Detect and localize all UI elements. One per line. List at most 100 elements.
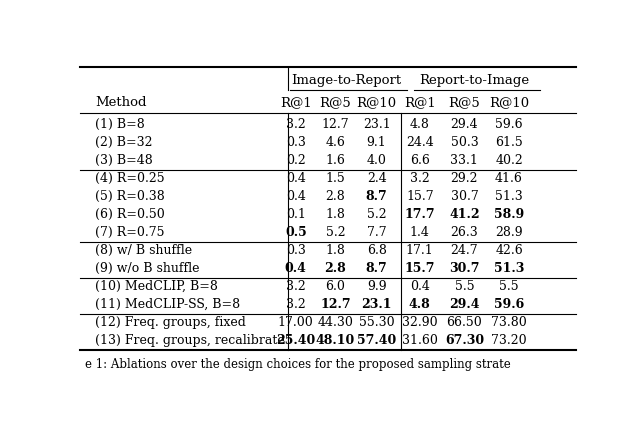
Text: 2.8: 2.8 [324, 262, 346, 275]
Text: (8) w/ B shuffle: (8) w/ B shuffle [95, 244, 192, 257]
Text: 17.7: 17.7 [404, 208, 435, 221]
Text: 9.1: 9.1 [367, 136, 387, 149]
Text: 12.7: 12.7 [320, 298, 351, 311]
Text: 3.2: 3.2 [410, 172, 429, 185]
Text: 1.5: 1.5 [326, 172, 346, 185]
Text: 57.40: 57.40 [357, 334, 396, 347]
Text: 67.30: 67.30 [445, 334, 484, 347]
Text: 24.7: 24.7 [451, 244, 478, 257]
Text: 26.3: 26.3 [451, 226, 478, 239]
Text: 4.6: 4.6 [326, 136, 346, 149]
Text: (9) w/o B shuffle: (9) w/o B shuffle [95, 262, 200, 275]
Text: (7) R=0.75: (7) R=0.75 [95, 226, 164, 239]
Text: 61.5: 61.5 [495, 136, 523, 149]
Text: 3.2: 3.2 [286, 280, 306, 293]
Text: 8.7: 8.7 [365, 262, 387, 275]
Text: 58.9: 58.9 [494, 208, 524, 221]
Text: 3.2: 3.2 [286, 298, 306, 311]
Text: 5.5: 5.5 [499, 280, 519, 293]
Text: 41.2: 41.2 [449, 208, 480, 221]
Text: (4) R=0.25: (4) R=0.25 [95, 172, 164, 185]
Text: 0.3: 0.3 [286, 244, 306, 257]
Text: 51.3: 51.3 [495, 190, 523, 203]
Text: 59.6: 59.6 [495, 118, 523, 131]
Text: 29.4: 29.4 [451, 118, 478, 131]
Text: 41.6: 41.6 [495, 172, 523, 185]
Text: R@5: R@5 [319, 97, 351, 110]
Text: (6) R=0.50: (6) R=0.50 [95, 208, 164, 221]
Text: (11) MedCLIP-SS, B=8: (11) MedCLIP-SS, B=8 [95, 298, 240, 311]
Text: (13) Freq. groups, recalibrate: (13) Freq. groups, recalibrate [95, 334, 285, 347]
Text: 4.0: 4.0 [367, 154, 387, 167]
Text: 51.3: 51.3 [494, 262, 524, 275]
Text: 55.30: 55.30 [359, 316, 394, 329]
Text: (2) B=32: (2) B=32 [95, 136, 152, 149]
Text: 1.8: 1.8 [326, 208, 346, 221]
Text: (3) B=48: (3) B=48 [95, 154, 152, 167]
Text: 30.7: 30.7 [451, 190, 478, 203]
Text: 1.6: 1.6 [326, 154, 346, 167]
Text: 24.4: 24.4 [406, 136, 434, 149]
Text: 5.2: 5.2 [367, 208, 387, 221]
Text: 17.1: 17.1 [406, 244, 434, 257]
Text: 0.2: 0.2 [286, 154, 306, 167]
Text: 5.5: 5.5 [454, 280, 474, 293]
Text: 28.9: 28.9 [495, 226, 523, 239]
Text: 29.4: 29.4 [449, 298, 479, 311]
Text: Report-to-Image: Report-to-Image [419, 74, 529, 87]
Text: 15.7: 15.7 [404, 262, 435, 275]
Text: 6.0: 6.0 [326, 280, 346, 293]
Text: 0.1: 0.1 [286, 208, 306, 221]
Text: Image-to-Report: Image-to-Report [291, 74, 401, 87]
Text: 6.6: 6.6 [410, 154, 429, 167]
Text: 2.4: 2.4 [367, 172, 387, 185]
Text: 0.4: 0.4 [286, 190, 306, 203]
Text: 0.4: 0.4 [286, 172, 306, 185]
Text: 23.1: 23.1 [362, 298, 392, 311]
Text: 0.4: 0.4 [410, 280, 429, 293]
Text: R@1: R@1 [280, 97, 312, 110]
Text: 5.2: 5.2 [326, 226, 345, 239]
Text: 3.2: 3.2 [286, 118, 306, 131]
Text: 1.8: 1.8 [326, 244, 346, 257]
Text: 40.2: 40.2 [495, 154, 523, 167]
Text: (1) B=8: (1) B=8 [95, 118, 145, 131]
Text: 0.3: 0.3 [286, 136, 306, 149]
Text: 12.7: 12.7 [322, 118, 349, 131]
Text: 7.7: 7.7 [367, 226, 387, 239]
Text: 73.80: 73.80 [491, 316, 527, 329]
Text: 42.6: 42.6 [495, 244, 523, 257]
Text: 6.8: 6.8 [367, 244, 387, 257]
Text: 4.8: 4.8 [409, 298, 431, 311]
Text: R@5: R@5 [449, 97, 480, 110]
Text: 48.10: 48.10 [316, 334, 355, 347]
Text: 32.90: 32.90 [402, 316, 438, 329]
Text: R@10: R@10 [356, 97, 397, 110]
Text: 1.4: 1.4 [410, 226, 429, 239]
Text: 66.50: 66.50 [447, 316, 483, 329]
Text: Method: Method [95, 97, 147, 110]
Text: 30.7: 30.7 [449, 262, 479, 275]
Text: 8.7: 8.7 [365, 190, 387, 203]
Text: 17.00: 17.00 [278, 316, 314, 329]
Text: (10) MedCLIP, B=8: (10) MedCLIP, B=8 [95, 280, 218, 293]
Text: 29.2: 29.2 [451, 172, 478, 185]
Text: R@1: R@1 [404, 97, 436, 110]
Text: 4.8: 4.8 [410, 118, 429, 131]
Text: 0.5: 0.5 [285, 226, 307, 239]
Text: 33.1: 33.1 [451, 154, 478, 167]
Text: 73.20: 73.20 [492, 334, 527, 347]
Text: (12) Freq. groups, fixed: (12) Freq. groups, fixed [95, 316, 246, 329]
Text: 59.6: 59.6 [494, 298, 524, 311]
Text: R@10: R@10 [489, 97, 529, 110]
Text: 2.8: 2.8 [326, 190, 346, 203]
Text: 0.4: 0.4 [285, 262, 307, 275]
Text: (5) R=0.38: (5) R=0.38 [95, 190, 164, 203]
Text: 9.9: 9.9 [367, 280, 387, 293]
Text: 23.1: 23.1 [363, 118, 390, 131]
Text: 25.40: 25.40 [276, 334, 316, 347]
Text: 15.7: 15.7 [406, 190, 433, 203]
Text: 44.30: 44.30 [317, 316, 353, 329]
Text: 50.3: 50.3 [451, 136, 478, 149]
Text: 31.60: 31.60 [402, 334, 438, 347]
